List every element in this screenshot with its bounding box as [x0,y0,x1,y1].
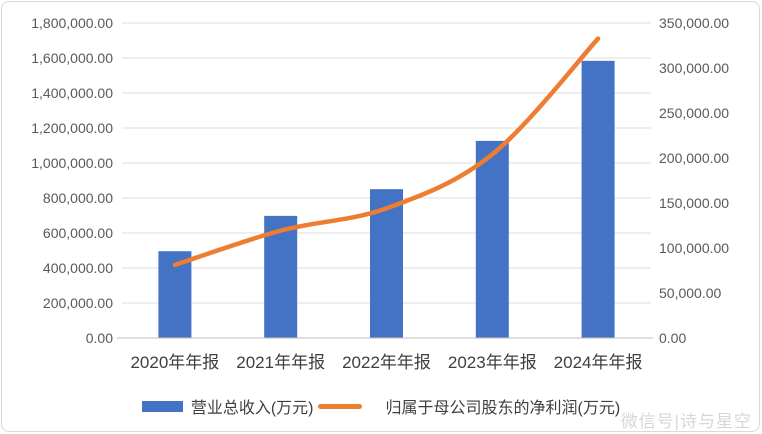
y-axis-tick-label-right: 350,000.00 [659,15,730,31]
x-axis-category-label: 2023年年报 [447,353,537,372]
y-axis-tick-label-left: 0.00 [85,330,113,346]
x-axis-category-label: 2024年年报 [553,353,643,372]
x-axis-category-label: 2022年年报 [342,353,431,372]
legend-label-revenue: 营业总收入(万元) [190,400,314,417]
y-axis-tick-label-left: 1,000,000.00 [31,155,113,171]
bar-series [158,60,615,338]
bar [475,140,509,338]
x-axis-category-label: 2020年年报 [130,353,220,372]
y-axis-tick-label-right: 300,000.00 [659,60,730,76]
x-axis-category-label: 2021年年报 [236,353,326,372]
legend-label-profit: 归属于母公司股东的净利润(万元) [385,400,621,417]
y-axis-tick-label-left: 600,000.00 [42,225,113,241]
bar-series-swatch-icon [141,400,183,412]
legend-item-revenue: 营业总收入(万元) [141,394,314,418]
y-axis-tick-label-right: 0.00 [659,330,687,346]
y-axis-tick-label-left: 1,600,000.00 [31,50,113,66]
y-axis-tick-label-left: 1,200,000.00 [31,120,113,136]
y-axis-tick-label-left: 1,800,000.00 [31,15,113,31]
y-axis-tick-label-right: 250,000.00 [659,105,730,121]
bar [581,60,615,338]
y-axis-tick-label-left: 1,400,000.00 [31,85,113,101]
watermark: 微信号|诗与星空 [620,412,752,431]
line-series [172,36,601,268]
y-axis-tick-label-right: 150,000.00 [659,195,730,211]
y-axis-tick-label-left: 200,000.00 [42,295,113,311]
y-axis-tick-label-left: 800,000.00 [42,190,113,206]
y-axis-tick-label-right: 200,000.00 [659,150,730,166]
line-series-swatch-icon [317,403,362,409]
bar [264,215,298,338]
y-axis-tick-label-left: 400,000.00 [42,260,113,276]
legend-item-profit: 归属于母公司股东的净利润(万元) [314,394,621,418]
y-axis-tick-label-right: 100,000.00 [659,240,730,256]
gridlines [122,22,651,304]
legend: 营业总收入(万元) 归属于母公司股东的净利润(万元) [0,394,762,418]
y-axis-tick-label-right: 50,000.00 [659,285,722,301]
plot-area [117,22,653,339]
